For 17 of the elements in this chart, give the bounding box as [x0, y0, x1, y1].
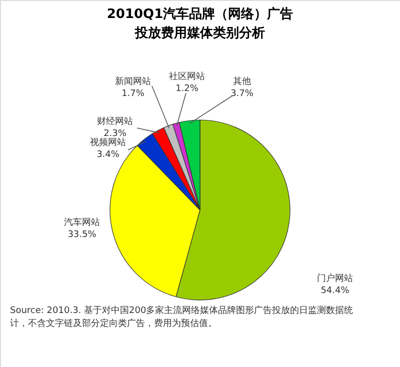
slice-label: 门户网站 — [317, 273, 353, 284]
data-label: 1.7% — [122, 89, 145, 99]
data-label: 3.7% — [230, 89, 254, 99]
text: 2010Q1汽车品牌（网络）广告 — [106, 7, 294, 22]
slice-label: 其他 — [233, 76, 251, 87]
slice-label: 视频网站 — [90, 137, 126, 148]
slice-label: 新闻网站 — [115, 76, 151, 87]
slice-label: 财经网站 — [97, 116, 133, 127]
source-note: Source: 2010.3. 基于对中国200多家主流网络媒体品牌图形广告投放的日监测数据统计，不含文字链及部分定向类广告，费用为预估值。 — [10, 305, 354, 329]
data-label: 33.5% — [68, 230, 97, 240]
data-label: 3.4% — [96, 150, 120, 160]
data-label: 54.4% — [320, 286, 350, 296]
slice-label: 汽车网站 — [64, 217, 100, 228]
slice-label: 社区网站 — [169, 71, 205, 82]
text: 投放费用媒体类别分析 — [135, 26, 265, 41]
data-label: 2.3% — [104, 129, 127, 139]
data-label: 1.2% — [176, 84, 199, 94]
